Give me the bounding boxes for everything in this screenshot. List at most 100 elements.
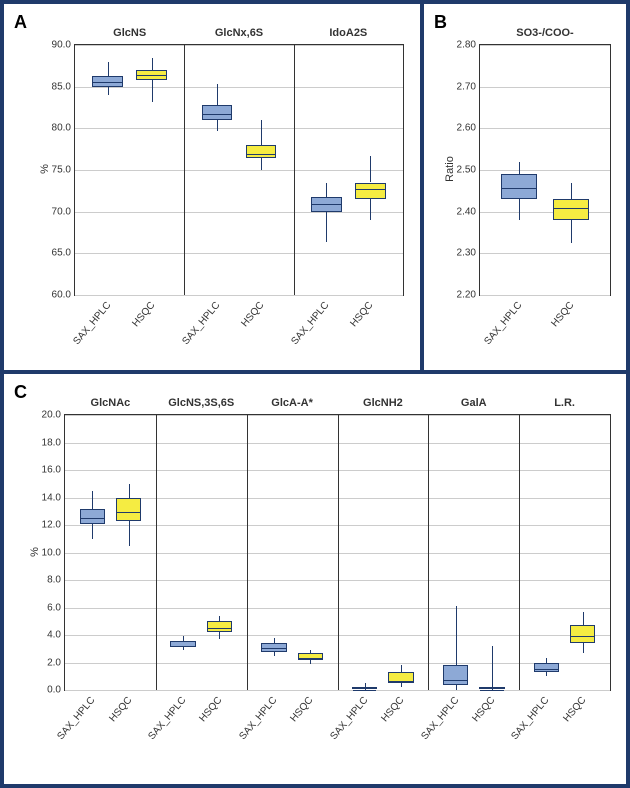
x-tick-label: SAX_HPLC [285,300,332,353]
whisker [261,158,262,171]
panel-label: B [434,12,447,33]
ytick-label: 0.0 [47,685,61,696]
boxplot-box [479,687,504,689]
chart-area: 60.065.070.075.080.085.090.0GlcNSGlcNx,6… [74,44,404,296]
median-line [502,188,536,189]
whisker [217,84,218,105]
ytick-label: 2.40 [457,206,476,217]
boxplot-box [298,653,323,660]
median-line [312,204,341,205]
whisker [219,632,220,639]
gridline [480,212,610,213]
x-tick-label: HSQC [219,300,266,353]
ytick-label: 10.0 [42,547,61,558]
panel-label: C [14,382,27,403]
panel-A: A 60.065.070.075.080.085.090.0GlcNSGlcNx,… [2,2,422,372]
whisker [456,685,457,691]
whisker [152,58,153,71]
gridline [75,87,403,88]
median-line [554,208,588,209]
boxplot-box [246,145,277,158]
whisker [583,643,584,653]
gridline [480,45,610,46]
whisker [129,484,130,498]
group-label: GlcNS,3S,6S [168,397,234,409]
ytick-label: 18.0 [42,437,61,448]
group-label: GlcNx,6S [215,27,263,39]
figure: A 60.065.070.075.080.085.090.0GlcNSGlcNx,… [0,0,630,788]
x-tick-label: SAX_HPLC [176,300,223,353]
whisker [456,606,457,665]
median-line [571,636,594,637]
ytick-label: 12.0 [42,520,61,531]
whisker [92,491,93,509]
ytick-label: 65.0 [52,248,71,259]
ytick-label: 2.0 [47,657,61,668]
median-line [353,690,376,691]
group-label: IdoA2S [329,27,367,39]
gridline [75,212,403,213]
median-line [262,648,285,649]
whisker [492,646,493,687]
whisker [326,183,327,197]
whisker [326,212,327,243]
boxplot-box [311,197,342,212]
ytick-label: 2.50 [457,165,476,176]
median-line [117,512,140,513]
whisker [583,612,584,626]
median-line [299,658,322,659]
group-label: GlcA-A* [271,397,313,409]
ytick-label: 8.0 [47,575,61,586]
median-line [247,154,276,155]
ytick-label: 85.0 [52,81,71,92]
whisker [310,660,311,664]
chart-area: 2.202.302.402.502.602.702.80SO3-/COO- [479,44,611,296]
gridline [480,253,610,254]
gridline [480,295,610,296]
boxplot-box [207,621,232,632]
boxplot-box [443,665,468,684]
whisker [401,683,402,687]
whisker [108,87,109,95]
ytick-label: 60.0 [52,290,71,301]
x-tick-label: HSQC [329,300,376,353]
whisker [261,120,262,145]
median-line [171,646,194,647]
group-label: GlcNH2 [363,397,403,409]
median-line [535,669,558,670]
boxplot-box [92,76,123,87]
group-divider [247,415,248,690]
gridline [480,128,610,129]
median-line [81,518,104,519]
whisker [183,647,184,650]
x-tick-label: HSQC [110,300,157,353]
ytick-label: 2.80 [457,40,476,51]
whisker [571,220,572,243]
boxplot-box [261,643,286,651]
boxplot-box [116,498,141,521]
group-label: L.R. [554,397,575,409]
whisker [152,80,153,102]
boxplot-box [534,663,559,673]
gridline [75,170,403,171]
panel-label: A [14,12,27,33]
ytick-label: 70.0 [52,206,71,217]
group-divider [428,415,429,690]
gridline [480,170,610,171]
group-label: GalA [461,397,487,409]
group-divider [294,45,295,295]
median-line [137,75,166,76]
ytick-label: 2.70 [457,81,476,92]
ytick-label: 75.0 [52,165,71,176]
median-line [208,628,231,629]
ytick-label: 2.60 [457,123,476,134]
group-label: GlcNAc [91,397,131,409]
whisker [401,665,402,672]
whisker [519,162,520,175]
gridline [75,128,403,129]
group-label: GlcNS [113,27,146,39]
gridline [75,45,403,46]
ytick-label: 4.0 [47,630,61,641]
whisker [370,199,371,220]
boxplot-box [501,174,537,199]
